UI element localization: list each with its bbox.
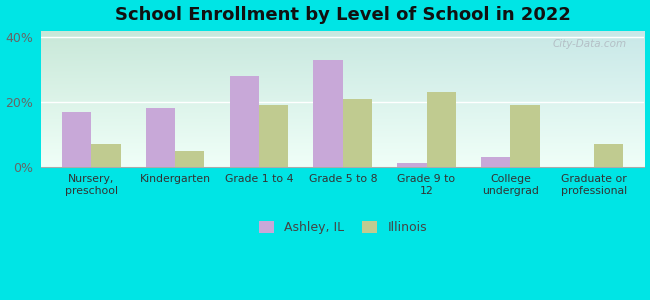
Legend: Ashley, IL, Illinois: Ashley, IL, Illinois: [254, 216, 432, 239]
Bar: [62, 112, 92, 167]
Bar: [92, 144, 121, 167]
Bar: [229, 76, 259, 167]
Bar: [426, 92, 456, 167]
Text: City-Data.com: City-Data.com: [552, 39, 627, 49]
Bar: [146, 108, 175, 167]
Bar: [259, 105, 289, 167]
Title: School Enrollment by Level of School in 2022: School Enrollment by Level of School in …: [115, 6, 571, 24]
Bar: [510, 105, 540, 167]
Bar: [175, 151, 205, 167]
Bar: [313, 60, 343, 167]
Bar: [481, 157, 510, 167]
Bar: [594, 144, 623, 167]
Bar: [397, 164, 426, 167]
Bar: [343, 99, 372, 167]
